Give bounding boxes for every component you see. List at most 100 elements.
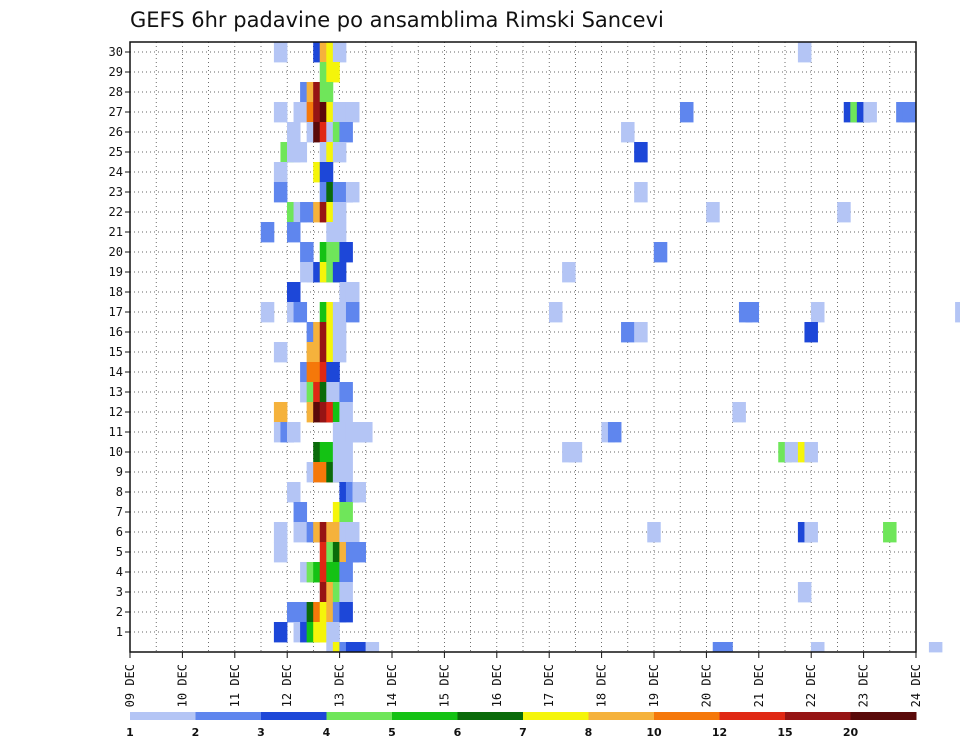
- heatmap-cell: [784, 442, 799, 463]
- heatmap-cell: [332, 342, 347, 363]
- heatmap-cell: [300, 202, 314, 223]
- heatmap-cell: [293, 302, 308, 323]
- heatmap-cell: [287, 422, 301, 443]
- x-tick-label: 19 DEC: [647, 664, 661, 707]
- legend-swatch: [392, 712, 458, 720]
- heatmap-cell: [339, 462, 353, 483]
- grid-lines: [130, 42, 916, 652]
- chart-title: GEFS 6hr padavine po ansamblima Rimski S…: [130, 8, 664, 32]
- heatmap-cell: [732, 402, 746, 423]
- legend-label: 3: [257, 726, 265, 739]
- x-tick-label: 13 DEC: [333, 664, 347, 707]
- heatmap-cell: [719, 642, 733, 653]
- heatmap-cell: [332, 42, 347, 63]
- y-tick-label: 30: [109, 45, 123, 59]
- heatmap-cell: [549, 302, 563, 323]
- legend-label: 10: [646, 726, 662, 739]
- heatmap-cell: [293, 522, 308, 543]
- y-tick-label: 2: [116, 605, 123, 619]
- y-tick-label: 25: [109, 145, 123, 159]
- x-tick-label: 20 DEC: [699, 664, 713, 707]
- color-legend: 1 2 3 4 5 6 7 8 10 12 15 20: [126, 712, 917, 739]
- heatmap-cell: [332, 222, 347, 243]
- x-tick-label: 15 DEC: [437, 664, 451, 707]
- heatmap-cell: [339, 122, 353, 143]
- heatmap-cell: [339, 602, 353, 623]
- legend-swatch: [261, 712, 327, 720]
- x-tick-label: 12 DEC: [280, 664, 294, 707]
- heatmap-cell: [339, 562, 353, 583]
- heatmap-cell: [811, 642, 825, 653]
- heatmap-cell: [634, 322, 648, 343]
- legend-label: 1: [126, 726, 134, 739]
- heatmap-cell: [287, 482, 301, 503]
- y-tick-label: 10: [109, 445, 123, 459]
- heatmap-cell: [345, 302, 360, 323]
- y-tick-label: 8: [116, 485, 123, 499]
- heatmap-cell: [326, 622, 340, 643]
- y-tick-label: 17: [109, 305, 123, 319]
- legend-label: 15: [777, 726, 792, 739]
- heatmap-cell: [634, 142, 648, 163]
- x-tick-label: 23 DEC: [857, 664, 871, 707]
- x-tick-label: 09 DEC: [123, 664, 137, 707]
- heatmap-cell: [319, 162, 334, 183]
- heatmap-cell: [359, 422, 373, 443]
- x-tick-label: 16 DEC: [490, 664, 504, 707]
- y-tick-label: 27: [109, 105, 123, 119]
- y-tick-label: 19: [109, 265, 123, 279]
- heatmap-cell: [326, 62, 340, 83]
- heatmap-cell: [797, 42, 812, 63]
- y-tick-label: 22: [109, 205, 123, 219]
- y-tick-label: 6: [116, 525, 123, 539]
- heatmap-cell: [332, 202, 347, 223]
- x-tick-label: 14 DEC: [385, 664, 399, 707]
- legend-label: 2: [192, 726, 200, 739]
- heatmap-cell: [287, 222, 301, 243]
- heatmap-cell: [332, 302, 347, 323]
- heatmap-cell: [902, 102, 917, 123]
- y-tick-label: 24: [109, 165, 123, 179]
- heatmap-cell: [607, 422, 622, 443]
- x-tick-label: 22 DEC: [804, 664, 818, 707]
- heatmap-cell: [345, 522, 360, 543]
- legend-label: 4: [323, 726, 331, 739]
- x-tick-label: 18 DEC: [595, 664, 609, 707]
- y-tick-label: 23: [109, 185, 123, 199]
- legend-label: 20: [843, 726, 859, 739]
- y-axis-ticks: 1234567891011121314151617181920212223242…: [109, 45, 130, 639]
- y-tick-label: 14: [109, 365, 123, 379]
- heatmap-cell: [339, 582, 353, 603]
- legend-label: 6: [454, 726, 462, 739]
- heatmap-cell: [955, 302, 960, 323]
- legend-swatch: [523, 712, 589, 720]
- heatmap-cell: [345, 182, 360, 203]
- heatmap-cell: [339, 242, 353, 263]
- legend-label: 7: [519, 726, 527, 739]
- y-tick-label: 15: [109, 345, 123, 359]
- heatmap-cell: [568, 442, 583, 463]
- heatmap-cell: [273, 102, 288, 123]
- heatmap-cells: [260, 42, 960, 653]
- legend-label: 5: [388, 726, 396, 739]
- heatmap-cell: [837, 202, 851, 223]
- heatmap-cell: [260, 302, 275, 323]
- x-tick-label: 10 DEC: [175, 664, 189, 707]
- heatmap-cell: [811, 302, 825, 323]
- y-tick-label: 21: [109, 225, 123, 239]
- y-tick-label: 12: [109, 405, 123, 419]
- legend-swatch: [457, 712, 524, 720]
- heatmap-cell: [352, 542, 366, 563]
- heatmap-cell: [293, 502, 308, 523]
- heatmap-cell: [647, 522, 661, 543]
- heatmap-cell: [300, 242, 314, 263]
- heatmap-cell: [326, 362, 340, 383]
- heatmap-cell: [273, 622, 288, 643]
- heatmap-cell: [804, 522, 818, 543]
- heatmap-cell: [293, 142, 308, 163]
- heatmap-cell: [273, 42, 288, 63]
- legend-swatch: [195, 712, 262, 720]
- legend-swatch: [785, 712, 851, 720]
- legend-label: 12: [712, 726, 727, 739]
